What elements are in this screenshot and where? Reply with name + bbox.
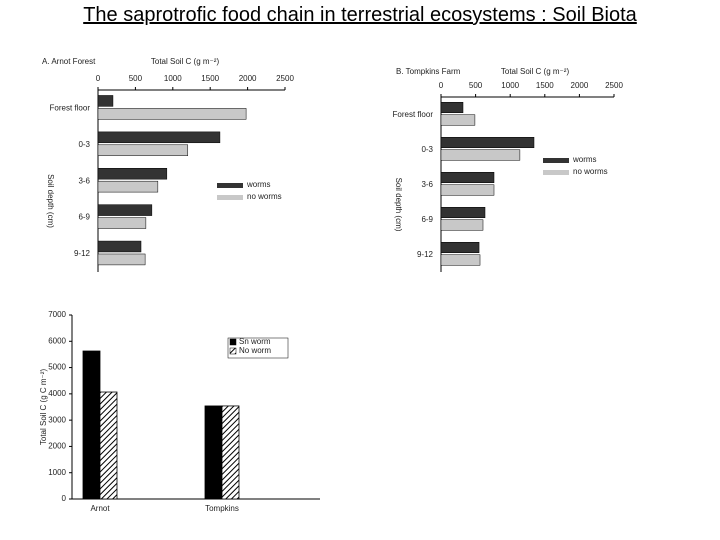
slide-title: The saprotrofic food chain in terrestria…: [83, 4, 637, 26]
x-tick-label: 2500: [276, 74, 294, 83]
x-tick-label: 1500: [536, 81, 554, 90]
x-tick-label: 1000: [164, 74, 182, 83]
chart-title: A. Arnot Forest: [42, 57, 96, 66]
x-tick-label: 1000: [501, 81, 519, 90]
bar: [204, 405, 223, 500]
y-tick-label: 3-6: [78, 176, 90, 185]
bar: [97, 144, 189, 156]
y-tick-label: 7000: [48, 310, 66, 319]
x-axis-label: Total Soil C (g m⁻²): [501, 67, 570, 76]
bar: [97, 217, 147, 229]
legend-swatch: [217, 183, 243, 188]
bar: [97, 168, 168, 180]
bar: [97, 253, 146, 266]
x-tick-label: 2500: [605, 81, 623, 90]
x-axis-label: Total Soil C (g m⁻²): [151, 57, 220, 66]
y-tick-label: Forest floor: [393, 110, 434, 119]
bar: [97, 180, 159, 193]
bar: [440, 149, 521, 161]
y-tick-label: 0-3: [421, 145, 433, 154]
x-tick-label: 500: [469, 81, 483, 90]
bar: [97, 108, 247, 120]
bar: [97, 95, 114, 107]
legend-label: worms: [572, 155, 597, 164]
legend-swatch: [229, 338, 237, 346]
legend-swatch: [543, 170, 569, 175]
legend-label: Sn worm: [239, 337, 271, 346]
legend-label: no worms: [247, 192, 282, 201]
bar: [440, 207, 486, 218]
bar: [97, 131, 221, 144]
legend-swatch: [543, 158, 569, 163]
bar: [440, 172, 495, 183]
x-tick-label: 2000: [239, 74, 257, 83]
x-tick-label: Tompkins: [205, 504, 239, 513]
legend-label: No worm: [239, 346, 271, 355]
y-tick-label: 5000: [48, 363, 66, 372]
y-tick-label: 1000: [48, 468, 66, 477]
x-tick-label: 0: [439, 81, 444, 90]
y-tick-label: 6-9: [421, 215, 433, 224]
chart-title: B. Tompkins Farm: [396, 67, 461, 76]
legend-label: worms: [246, 180, 271, 189]
x-tick-label: 2000: [571, 81, 589, 90]
legend-swatch: [217, 195, 243, 200]
bar: [440, 242, 480, 253]
bar: [99, 391, 118, 500]
bar: [97, 240, 142, 253]
y-axis-label: Soil depth (cm): [394, 178, 403, 232]
y-tick-label: 3-6: [421, 180, 433, 189]
bar: [440, 102, 464, 113]
bar: [440, 114, 476, 126]
y-axis-label: Soil depth (cm): [46, 174, 55, 228]
y-tick-label: 2000: [48, 442, 66, 451]
y-tick-label: 0: [62, 494, 67, 503]
y-axis-label: Total Soil C (g C m⁻²): [39, 369, 48, 446]
legend-swatch: [229, 347, 237, 355]
bar: [82, 350, 101, 500]
y-tick-label: 6-9: [78, 213, 90, 222]
y-tick-label: 6000: [48, 336, 66, 345]
x-tick-label: 1500: [201, 74, 219, 83]
y-tick-label: 3000: [48, 415, 66, 424]
bar: [440, 254, 481, 266]
y-tick-label: Forest floor: [50, 103, 91, 112]
y-tick-label: 0-3: [78, 140, 90, 149]
bar: [440, 219, 484, 231]
bar: [440, 184, 495, 196]
x-tick-label: 0: [96, 74, 101, 83]
x-tick-label: Arnot: [90, 504, 110, 513]
x-tick-label: 500: [129, 74, 143, 83]
y-tick-label: 4000: [48, 389, 66, 398]
bar: [97, 204, 153, 216]
bar: [440, 137, 535, 148]
bar: [221, 405, 240, 500]
legend-box: [227, 337, 289, 359]
legend-label: no worms: [573, 167, 608, 176]
y-tick-label: 9-12: [74, 249, 91, 258]
y-tick-label: 9-12: [417, 250, 434, 259]
